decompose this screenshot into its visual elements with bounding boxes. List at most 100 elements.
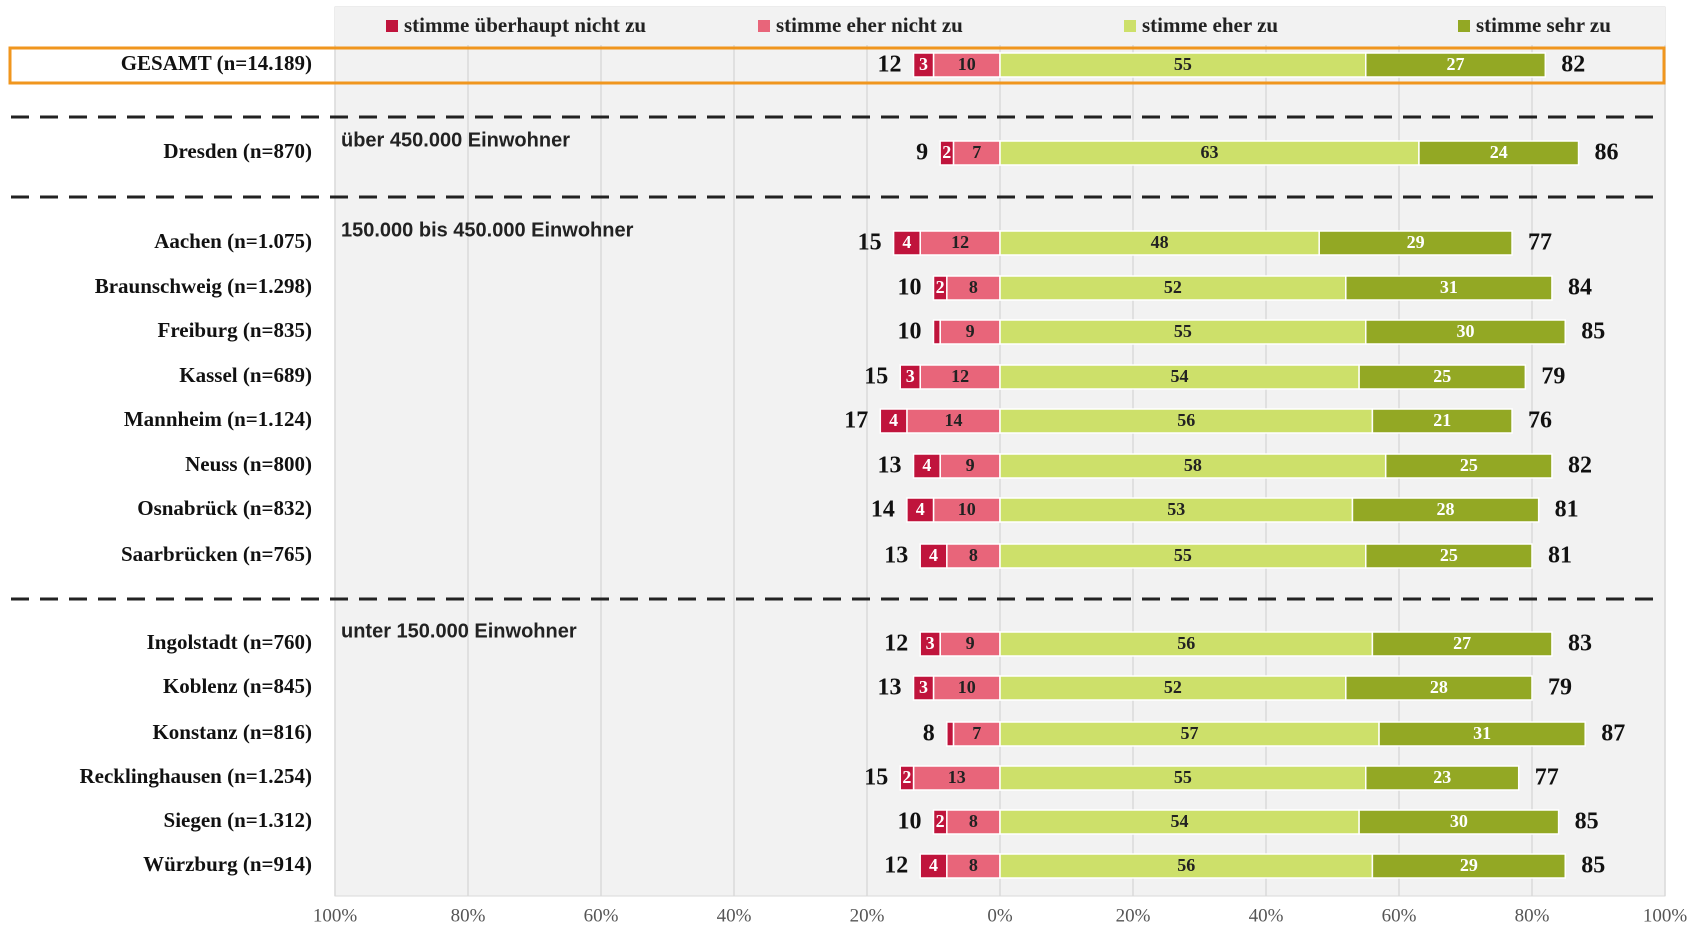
bar-segment: [1358, 364, 1527, 390]
x-tick-label: 40%: [717, 905, 752, 926]
agree-total: 79: [1541, 364, 1565, 390]
bar-label: 9: [966, 321, 975, 341]
bar-segment: [899, 765, 915, 791]
bar-label: 3: [906, 366, 915, 386]
bar-label: 56: [1177, 410, 1195, 430]
bar-label: 54: [1171, 811, 1189, 831]
bar-label: 3: [919, 677, 928, 697]
bar-segment: [919, 853, 948, 879]
bar-label: 8: [969, 855, 978, 875]
legend-label: stimme überhaupt nicht zu: [404, 13, 646, 37]
bar-label: 54: [1171, 366, 1189, 386]
bar-label: 2: [942, 142, 951, 162]
legend-swatch: [386, 20, 398, 32]
bar-segment: [999, 230, 1320, 256]
bar-segment: [912, 675, 935, 701]
disagree-total: 10: [898, 275, 922, 301]
bar-label: 7: [972, 723, 981, 743]
bar-label: 30: [1457, 321, 1475, 341]
bar-label: 8: [969, 545, 978, 565]
y-tick-label: Dresden (n=870): [163, 139, 312, 163]
bar-label: 25: [1433, 366, 1451, 386]
bar-segment: [952, 721, 1001, 747]
disagree-total: 12: [884, 853, 908, 879]
bar-label: 28: [1437, 499, 1455, 519]
bar-label: 4: [902, 232, 911, 252]
bar-segment: [906, 408, 1001, 434]
bar-segment: [999, 543, 1367, 569]
bar-segment: [912, 52, 935, 78]
y-tick-label: Konstanz (n=816): [152, 720, 312, 744]
y-tick-label: Würzburg (n=914): [143, 852, 312, 876]
agree-total: 82: [1568, 453, 1592, 479]
bar-segment: [912, 453, 941, 479]
bar-segment: [1418, 140, 1580, 166]
legend-swatch: [1458, 20, 1470, 32]
x-tick-label: 80%: [451, 905, 486, 926]
bar-label: 7: [972, 142, 981, 162]
legend-label: stimme sehr zu: [1476, 13, 1611, 37]
bar-label: 8: [969, 277, 978, 297]
bar-label: 27: [1453, 633, 1471, 653]
agree-total: 83: [1568, 631, 1592, 657]
bar-segment: [1318, 230, 1513, 256]
disagree-total: 10: [898, 809, 922, 835]
bar-segment: [946, 275, 1001, 301]
x-tick-label: 20%: [850, 905, 885, 926]
x-tick-label: 0%: [987, 905, 1013, 926]
agree-total: 82: [1561, 52, 1585, 78]
bar-label: 4: [929, 855, 938, 875]
bar-label: 13: [948, 767, 966, 787]
disagree-total: 12: [878, 52, 902, 78]
bar-label: 53: [1167, 499, 1185, 519]
bar-label: 3: [926, 633, 935, 653]
bar-label: 4: [922, 455, 931, 475]
bar-label: 4: [916, 499, 925, 519]
y-tick-label: Ingolstadt (n=760): [147, 630, 312, 654]
bar-segment: [999, 275, 1347, 301]
disagree-total: 15: [858, 230, 882, 256]
disagree-total: 17: [844, 408, 868, 434]
bar-segment: [999, 853, 1374, 879]
bar-label: 52: [1164, 677, 1182, 697]
disagree-total: 13: [884, 543, 908, 569]
bar-label: 63: [1200, 142, 1218, 162]
bar-label: 29: [1460, 855, 1478, 875]
disagree-total: 13: [878, 453, 902, 479]
bar-segment: [892, 230, 921, 256]
legend-swatch: [758, 20, 770, 32]
y-tick-label: Osnabrück (n=832): [137, 496, 312, 520]
bar-segment: [1365, 765, 1520, 791]
group-annotation: 150.000 bis 450.000 Einwohner: [341, 219, 634, 241]
bar-label: 55: [1174, 545, 1192, 565]
bar-segment: [1371, 408, 1513, 434]
bar-segment: [1345, 675, 1533, 701]
bar-label: 10: [958, 499, 976, 519]
group-annotation: unter 150.000 Einwohner: [341, 620, 577, 642]
bar-segment: [999, 809, 1360, 835]
agree-total: 77: [1528, 230, 1552, 256]
bar-segment: [932, 275, 948, 301]
agree-total: 85: [1581, 853, 1605, 879]
x-tick-label: 20%: [1116, 905, 1151, 926]
agree-total: 81: [1555, 497, 1579, 523]
bar-segment: [932, 497, 1001, 523]
bar-segment: [1365, 319, 1566, 345]
bar-label: 29: [1407, 232, 1425, 252]
bar-label: 12: [951, 366, 969, 386]
bar-label: 2: [936, 811, 945, 831]
bar-segment: [1358, 809, 1560, 835]
x-tick-label: 80%: [1515, 905, 1550, 926]
bar-label: 21: [1433, 410, 1451, 430]
bar-segment: [946, 543, 1001, 569]
agree-total: 85: [1581, 319, 1605, 345]
bar-label: 31: [1473, 723, 1491, 743]
agree-total: 85: [1575, 809, 1599, 835]
agree-total: 81: [1548, 543, 1572, 569]
bar-label: 52: [1164, 277, 1182, 297]
bar-segment: [1365, 52, 1547, 78]
bar-label: 4: [889, 410, 898, 430]
bar-segment: [1378, 721, 1586, 747]
disagree-total: 9: [916, 140, 928, 166]
bar-label: 27: [1447, 54, 1465, 74]
